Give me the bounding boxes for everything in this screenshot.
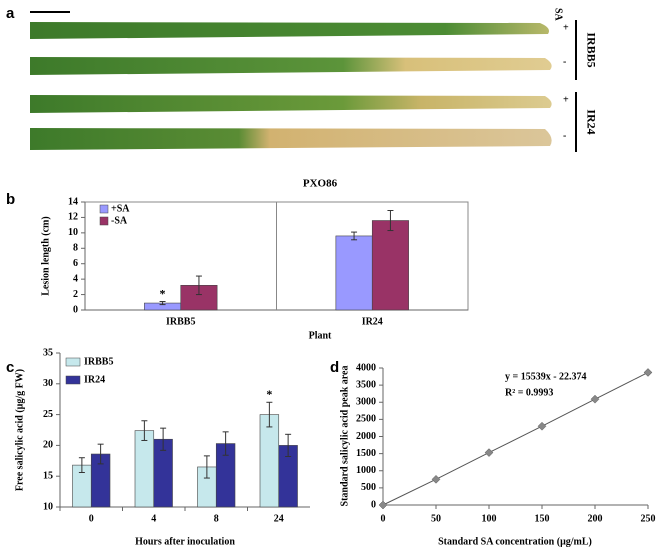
y-tick-label: 500 [361,482,376,493]
x-tick-label: 0 [89,513,94,524]
bar [371,220,409,311]
y-tick-label: 20 [43,440,53,451]
y-tick-label: 2 [73,289,78,300]
bar [134,430,155,508]
treatment-label: SA [553,8,564,22]
y-tick-label: 8 [73,243,78,254]
y-tick-label: 3500 [356,379,376,390]
row-label: - [563,130,566,141]
x-tick-label: 100 [482,513,497,524]
y-tick-label: 0 [73,304,78,315]
cultivar-label: IRBB5 [584,32,598,67]
data-point [537,421,547,431]
data-point [378,500,388,510]
x-tick-label: 50 [431,513,441,524]
legend-swatch [65,375,81,385]
x-axis-label: Hours after inoculation [135,536,235,547]
y-axis-label: Free salicylic acid (μg/g FW) [14,369,25,491]
significance-mark: * [160,286,166,300]
y-tick-label: 25 [43,409,53,420]
bar [259,414,280,508]
y-tick-label: 2500 [356,414,376,425]
legend-label: +SA [111,203,130,214]
row-label: - [563,56,566,67]
y-tick-label: 15 [43,470,53,481]
r-squared: R² = 0.9993 [505,387,553,398]
data-point [590,394,600,404]
y-tick-label: 0 [371,499,376,510]
x-tick-label: 200 [588,513,603,524]
y-axis-label: Lesion length (cm) [40,216,51,295]
legend-swatch [65,357,81,367]
data-point [643,368,653,377]
equation: y = 15539x - 22.374 [505,371,587,382]
leaf-photo [30,11,577,152]
y-tick-label: 4 [73,273,78,284]
y-axis-label: Standard salicylic acid peak area [339,366,350,507]
legend-label: IR24 [84,374,105,385]
y-tick-label: 12 [68,212,78,223]
y-tick-label: 3000 [356,397,376,408]
y-tick-label: 1000 [356,465,376,476]
data-point [431,474,441,484]
legend-label: -SA [111,215,128,226]
x-tick-label: 24 [274,513,284,524]
bar [335,235,373,311]
x-tick-label: 0 [381,513,386,524]
x-tick-label: IR24 [362,316,383,327]
panel-label: d [330,359,339,376]
x-tick-label: 8 [214,513,219,524]
x-tick-label: IRBB5 [166,316,195,327]
significance-mark: * [266,387,272,401]
data-point [484,448,494,457]
chart-title: PXO86 [303,178,338,190]
x-axis-label: Standard SA concentration (μg/mL) [438,536,592,547]
x-tick-label: 4 [151,513,156,524]
panel-label: a [6,5,15,22]
x-tick-label: 250 [641,513,656,524]
panel-label: c [6,359,14,376]
row-label: + [563,94,569,105]
x-tick-label: 150 [535,513,550,524]
trendline [382,372,649,506]
y-tick-label: 6 [73,258,78,269]
cultivar-label: IR24 [584,109,598,134]
row-label: + [563,22,569,33]
panel-label: b [6,191,15,208]
x-axis-label: Plant [309,330,332,341]
y-tick-label: 35 [43,347,53,358]
y-tick-label: 10 [43,501,53,512]
legend-swatch [99,204,109,214]
y-tick-label: 10 [68,227,78,238]
y-tick-label: 2000 [356,431,376,442]
y-tick-label: 30 [43,378,53,389]
legend-swatch [99,216,109,226]
y-tick-label: 14 [68,196,78,207]
y-tick-label: 4000 [356,362,376,373]
legend-label: IRBB5 [84,356,113,367]
y-tick-label: 1500 [356,448,376,459]
